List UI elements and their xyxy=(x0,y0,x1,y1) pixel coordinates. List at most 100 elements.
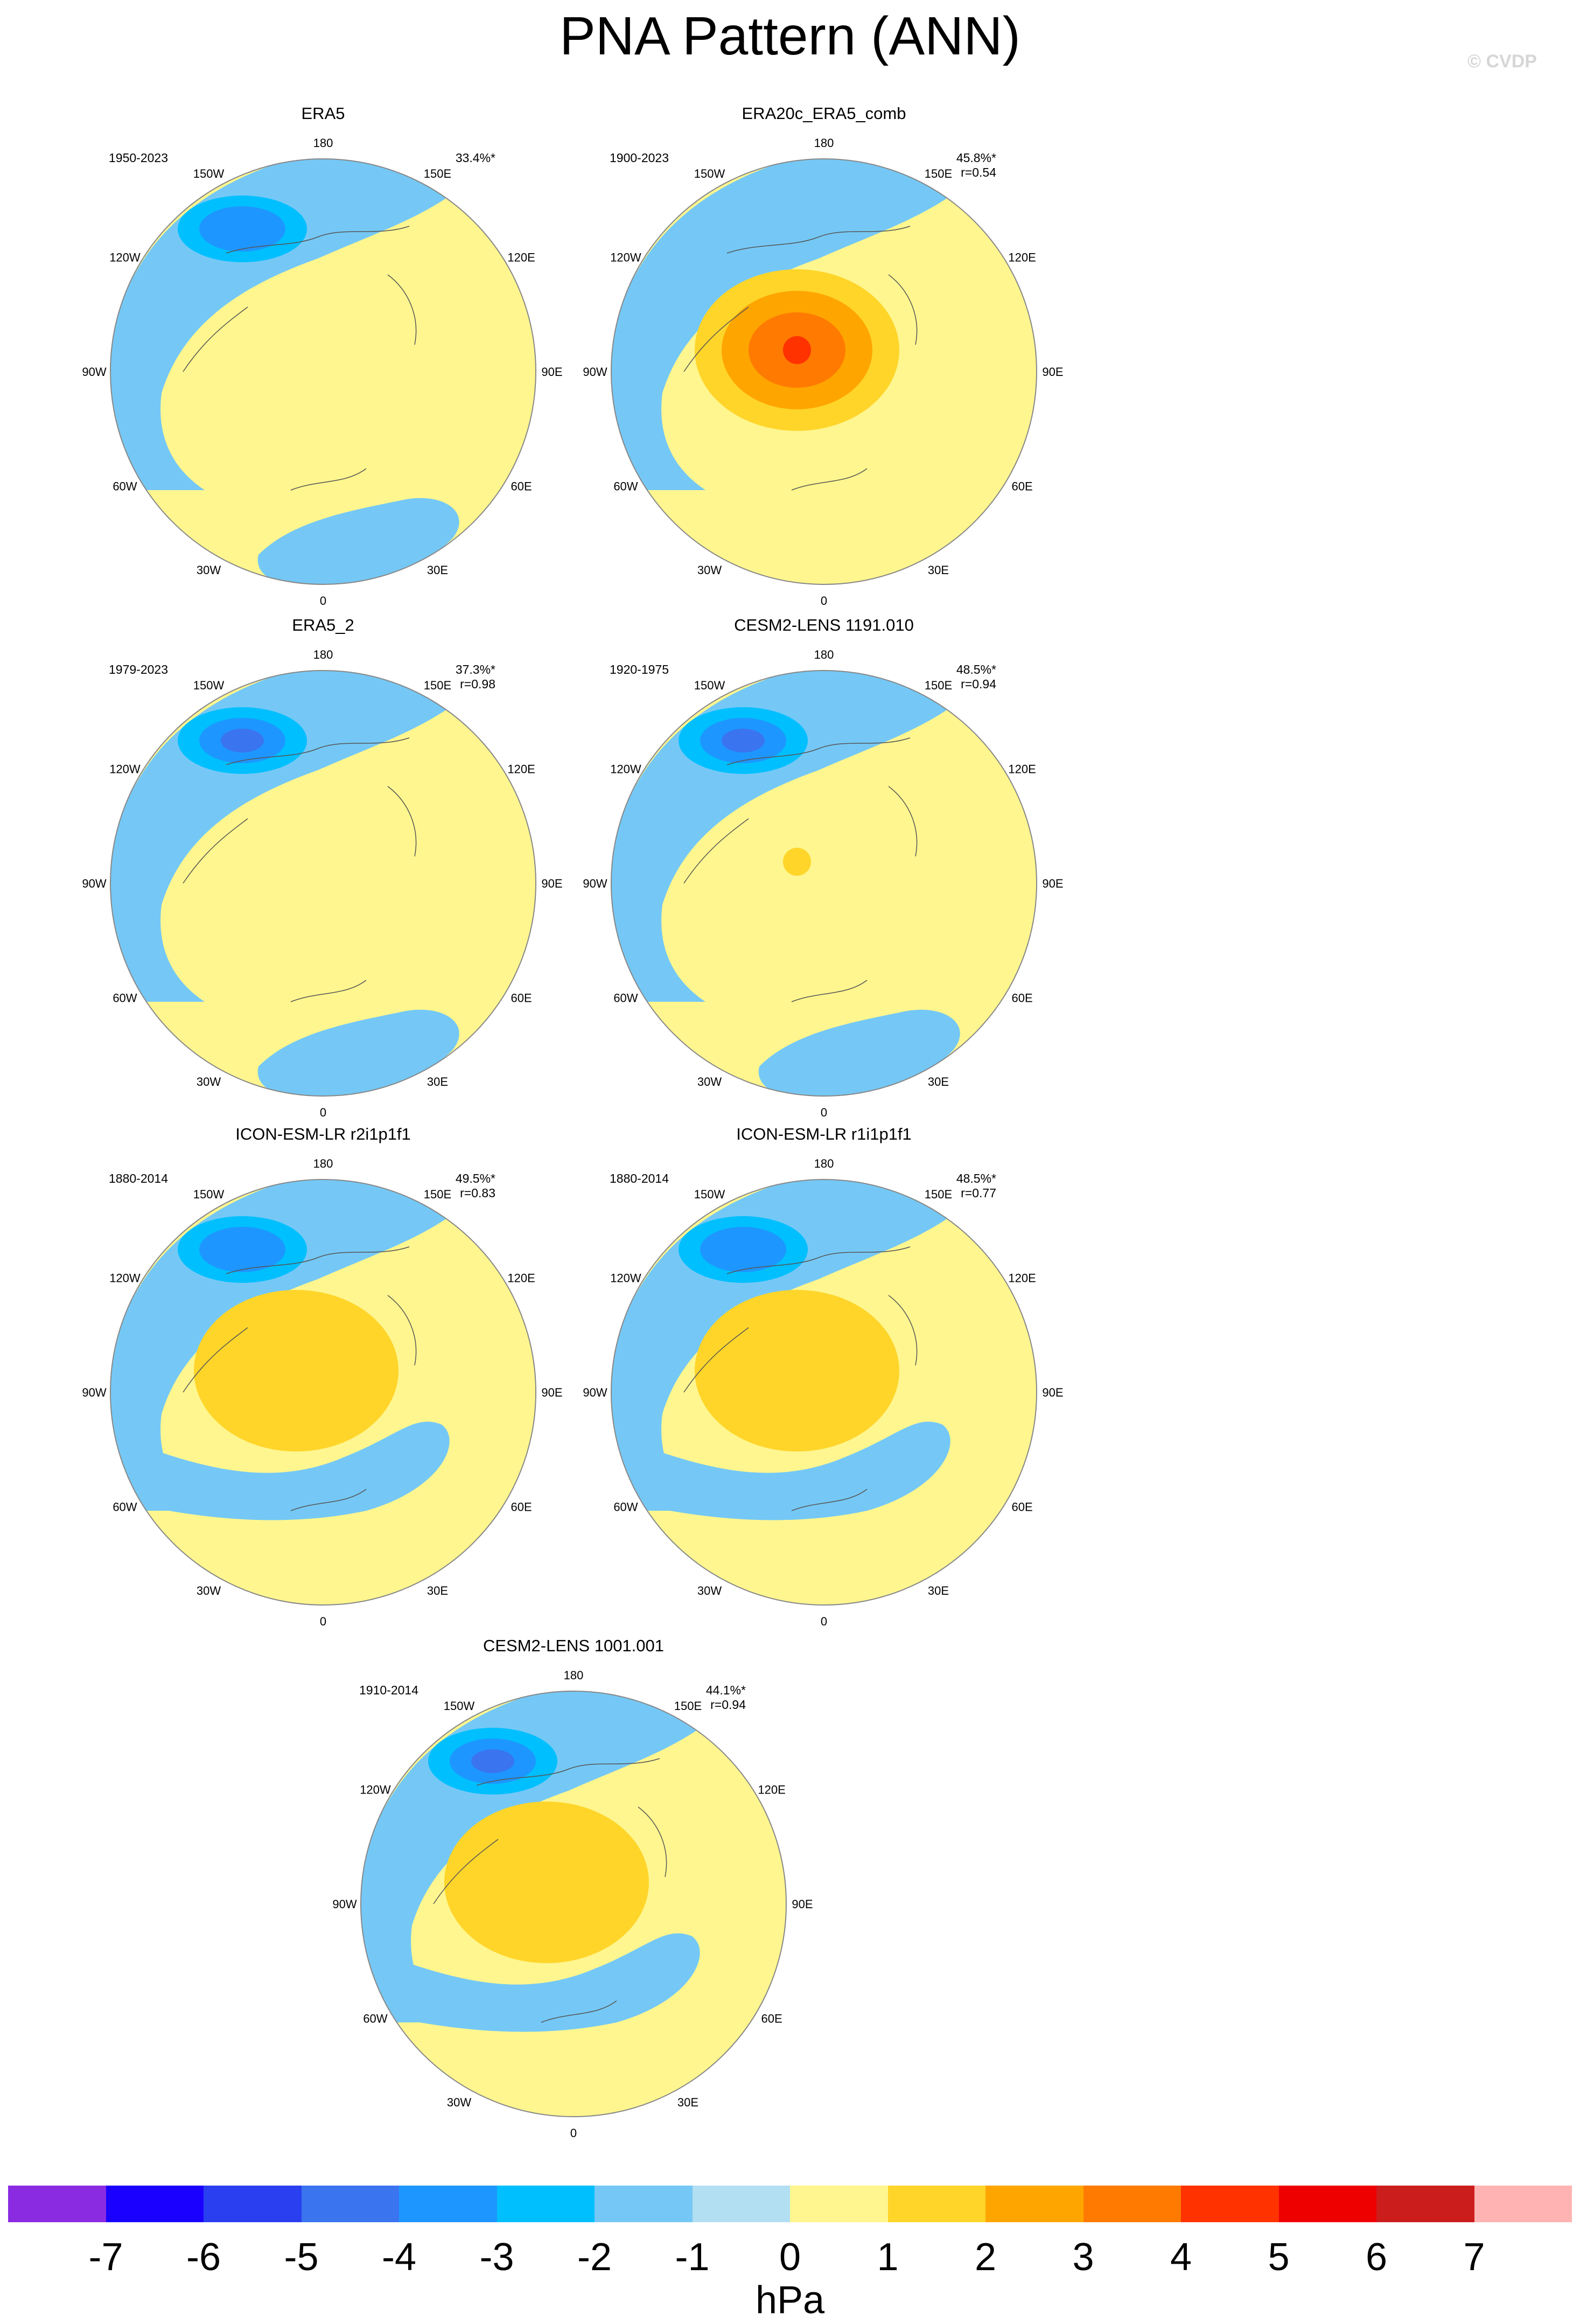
longitude-label: 60E xyxy=(1011,480,1032,493)
longitude-label: 120E xyxy=(507,763,535,776)
longitude-label: 0 xyxy=(821,1615,827,1628)
longitude-label: 0 xyxy=(320,1106,326,1119)
colorbar-swatch xyxy=(497,2186,595,2222)
panel-years: 1979-2023 xyxy=(109,662,168,676)
panel-stat: 48.5%* r=0.77 xyxy=(956,1171,996,1200)
longitude-label: 90E xyxy=(541,1386,562,1399)
pacific-low-core xyxy=(471,1749,514,1773)
coastlines xyxy=(683,1246,918,1511)
longitude-label: 60E xyxy=(761,2012,782,2026)
europe-negative-region xyxy=(257,1009,459,1096)
atlantic-negative-band xyxy=(614,1421,950,1520)
longitude-label: 60E xyxy=(511,480,532,493)
longitude-label: 90W xyxy=(583,365,607,379)
colorbar-swatch xyxy=(1181,2186,1279,2222)
arctic-high-contour xyxy=(695,1290,899,1451)
longitude-label: 120W xyxy=(360,1783,391,1797)
longitude-label: 30E xyxy=(928,563,949,577)
longitude-label: 180 xyxy=(814,136,834,150)
europe-negative-region xyxy=(758,1009,960,1096)
panel-stat: 33.4%* xyxy=(455,151,495,165)
longitude-label: 120E xyxy=(507,251,535,264)
longitude-label: 180 xyxy=(313,136,333,150)
longitude-label: 150W xyxy=(694,679,725,692)
longitude-label: 60W xyxy=(613,992,638,1005)
colorbar-tick-label: -2 xyxy=(577,2236,612,2279)
longitude-label: 30W xyxy=(697,1584,722,1597)
longitude-label: 90W xyxy=(82,877,106,890)
globe-outline xyxy=(611,158,1037,585)
longitude-label: 120E xyxy=(507,1272,535,1285)
colorbar-tick-label: 3 xyxy=(1072,2236,1094,2279)
atlantic-negative-band xyxy=(113,1421,450,1520)
arctic-high-core xyxy=(783,336,811,364)
colorbar-tick-label: 4 xyxy=(1170,2236,1192,2279)
polar-map: 180 150E 120E 90E 60E 30E 0 30W 60W 90W 120W 150W xyxy=(82,136,562,608)
arctic-high-contour xyxy=(194,1290,399,1451)
pacific-low-core xyxy=(722,729,765,752)
longitude-label: 60E xyxy=(1011,992,1032,1005)
longitude-label: 30W xyxy=(197,1584,221,1597)
longitude-label: 90W xyxy=(82,365,106,379)
panel-stat: 37.3%* r=0.98 xyxy=(455,662,495,691)
map-panel: ERA5_2 1979-2023 37.3%* r=0.98 180 150E 120E 9… xyxy=(65,616,582,1142)
globe-outline xyxy=(611,670,1037,1097)
panel-years: 1900-2023 xyxy=(610,151,669,165)
colorbar-swatch xyxy=(106,2186,204,2222)
longitude-label: 0 xyxy=(821,1106,827,1119)
pacific-negative-region xyxy=(611,159,953,490)
longitude-label: 180 xyxy=(814,1157,834,1170)
longitude-label: 120E xyxy=(1008,1272,1036,1285)
cvdp-watermark: © CVDP xyxy=(1467,51,1537,72)
longitude-label: 60E xyxy=(511,992,532,1005)
longitude-label: 150W xyxy=(193,1188,225,1201)
map-panel: CESM2-LENS 1191.010 1920-1975 48.5%* r=0.9… xyxy=(565,616,1082,1142)
longitude-label: 30W xyxy=(447,2096,471,2109)
coastlines xyxy=(183,226,417,491)
colorbar-tick-label: 6 xyxy=(1365,2236,1388,2279)
polar-map: 180 150E 120E 90E 60E 30E 0 30W 60W 90W 120W 150W xyxy=(583,136,1063,608)
longitude-label: 150W xyxy=(193,679,225,692)
longitude-label: 60W xyxy=(113,480,137,493)
longitude-label: 90E xyxy=(1042,877,1063,890)
colorbar-tick-label: 7 xyxy=(1463,2236,1485,2279)
longitude-label: 180 xyxy=(313,1157,333,1170)
longitude-label: 90E xyxy=(1042,1386,1063,1399)
colorbar-tick-label: -4 xyxy=(381,2236,417,2279)
longitude-label: 90W xyxy=(82,1386,106,1399)
longitude-label: 150W xyxy=(694,1188,725,1201)
panel-title: ICON-ESM-LR r2i1p1f1 xyxy=(235,1125,411,1143)
arctic-high-core xyxy=(783,848,811,876)
longitude-label: 150W xyxy=(193,167,225,180)
longitude-label: 120W xyxy=(109,251,141,264)
longitude-label: 60W xyxy=(613,480,638,493)
polar-map: 180 150E 120E 90E 60E 30E 0 30W 60W 90W 120W 150W xyxy=(82,1157,562,1628)
longitude-label: 0 xyxy=(570,2126,577,2140)
colorbar-tick-label: -7 xyxy=(88,2236,123,2279)
longitude-label: 90E xyxy=(541,365,562,379)
colorbar-swatch xyxy=(204,2186,302,2222)
longitude-label: 90W xyxy=(583,877,607,890)
longitude-label: 150E xyxy=(424,167,451,180)
colorbar-tick-label: -1 xyxy=(675,2236,710,2279)
map-panel: CESM2-LENS 1001.001 1910-2014 44.1%* r=0.9… xyxy=(315,1636,832,2162)
panel-stat: 48.5%* r=0.94 xyxy=(956,662,996,691)
colorbar-swatch xyxy=(887,2186,985,2222)
panel-years: 1880-2014 xyxy=(610,1171,669,1185)
coastlines xyxy=(433,1758,667,2023)
longitude-label: 30E xyxy=(677,2096,698,2109)
figure-title: PNA Pattern (ANN) xyxy=(560,6,1020,66)
longitude-label: 90E xyxy=(541,877,562,890)
panel-title: ICON-ESM-LR r1i1p1f1 xyxy=(736,1125,912,1143)
colorbar-tick-label: 1 xyxy=(877,2236,899,2279)
coastlines xyxy=(683,737,918,1002)
longitude-label: 120W xyxy=(610,763,641,776)
panel-years: 1910-2014 xyxy=(359,1683,418,1697)
colorbar-tick-label: -6 xyxy=(186,2236,221,2279)
longitude-label: 90E xyxy=(792,1897,813,1911)
panel-title: ERA20c_ERA5_comb xyxy=(742,104,906,123)
panel-stat: 45.8%* r=0.54 xyxy=(956,151,996,179)
coastlines xyxy=(183,737,417,1002)
longitude-label: 180 xyxy=(814,648,834,661)
panel-years: 1920-1975 xyxy=(610,662,669,676)
